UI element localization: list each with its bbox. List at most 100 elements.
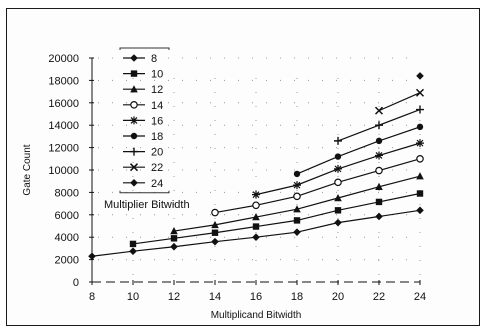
- legend-label: 22: [151, 162, 163, 174]
- data-point-marker: [252, 190, 260, 199]
- legend-bracket: [119, 190, 170, 194]
- data-point-marker: [252, 213, 260, 221]
- x-tick-label: 14: [209, 291, 221, 303]
- series-8: [88, 206, 424, 261]
- series-12: [170, 172, 424, 235]
- data-point-marker: [416, 155, 424, 163]
- legend-item-14: 14: [123, 100, 163, 112]
- legend-item-24: 24: [123, 178, 163, 190]
- data-point-marker: [252, 223, 260, 230]
- series-22: [374, 88, 425, 115]
- y-tick-label: 10000: [48, 165, 79, 177]
- legend-marker: [130, 147, 138, 156]
- legend-item-22: 22: [123, 162, 163, 174]
- legend-item-16: 16: [123, 115, 163, 127]
- series-line: [214, 158, 421, 214]
- legend-marker: [130, 85, 138, 93]
- x-tick-label: 24: [414, 291, 426, 303]
- data-point-marker: [416, 123, 424, 131]
- data-point-marker: [170, 242, 178, 251]
- data-point-marker: [170, 227, 178, 235]
- x-axis-title: Multiplicand Bitwidth: [211, 310, 302, 321]
- series-18: [293, 123, 424, 178]
- data-point-marker: [374, 106, 384, 115]
- legend-label: 10: [151, 69, 163, 81]
- data-point-marker: [415, 88, 425, 97]
- series-10: [129, 190, 424, 248]
- legend-marker: [130, 132, 138, 140]
- data-point-marker: [211, 229, 219, 236]
- data-point-marker: [375, 151, 383, 160]
- y-tick-label: 14000: [48, 120, 79, 132]
- legend-label: 14: [151, 100, 163, 112]
- legend: 8 10 12 14 16 18 20 22 24: [119, 47, 170, 194]
- data-point-marker: [252, 201, 260, 210]
- legend-marker: [130, 116, 138, 125]
- legend-item-8: 8: [123, 53, 157, 65]
- chart-frame: [6, 8, 480, 326]
- series-group: [88, 72, 425, 261]
- data-point-marker: [88, 252, 96, 261]
- series-20: [334, 105, 424, 145]
- x-tick-label: 10: [127, 291, 139, 303]
- legend-label: 8: [151, 53, 157, 65]
- data-point-marker: [293, 192, 301, 201]
- x-tick-label: 8: [89, 291, 95, 303]
- legend-label: 16: [151, 115, 163, 127]
- data-point-marker: [334, 207, 342, 214]
- legend-bracket: [119, 47, 170, 50]
- legend-item-20: 20: [123, 147, 163, 159]
- data-point-marker: [334, 136, 342, 145]
- data-point-marker: [211, 220, 219, 229]
- legend-item-18: 18: [123, 131, 163, 143]
- legend-label: 18: [151, 131, 163, 143]
- data-point-marker: [293, 217, 301, 224]
- legend-item-12: 12: [123, 84, 163, 96]
- series-16: [252, 139, 424, 199]
- data-point-marker: [334, 153, 342, 160]
- data-point-marker: [375, 212, 383, 221]
- legend-marker: [130, 54, 138, 62]
- legend-label: 24: [151, 178, 163, 190]
- y-tick-label: 6000: [55, 210, 79, 222]
- x-tick-label: 16: [250, 291, 262, 303]
- legend-marker: [129, 163, 139, 172]
- y-tick-label: 2000: [55, 255, 79, 267]
- data-point-marker: [416, 190, 424, 197]
- axes: 0 2000 4000 6000 8000 10000 12000 14000 16000 180…: [48, 53, 426, 303]
- data-point-marker: [334, 178, 342, 187]
- data-point-marker: [211, 208, 219, 217]
- legend-label: 20: [151, 147, 163, 159]
- series-14: [211, 155, 424, 217]
- data-point-marker: [416, 172, 424, 180]
- legend-marker: [130, 101, 138, 109]
- data-point-marker: [416, 139, 424, 148]
- legend-title: Multiplier Bitwidth: [104, 199, 190, 211]
- data-point-marker: [334, 218, 342, 227]
- y-tick-label: 4000: [55, 232, 79, 244]
- data-point-marker: [375, 182, 383, 190]
- data-point-marker: [416, 206, 424, 215]
- series-line: [296, 126, 421, 175]
- data-point-marker: [416, 72, 424, 80]
- legend-marker: [130, 179, 138, 187]
- y-tick-label: 16000: [48, 98, 79, 110]
- data-point-marker: [129, 240, 137, 248]
- data-point-marker: [375, 198, 383, 206]
- data-point-marker: [293, 181, 301, 190]
- data-point-marker: [293, 170, 301, 178]
- data-point-marker: [293, 228, 301, 236]
- x-tick-label: 20: [332, 291, 344, 303]
- series-24: [416, 72, 424, 80]
- data-point-marker: [416, 105, 424, 114]
- y-tick-label: 8000: [55, 187, 79, 199]
- x-tick-label: 22: [373, 291, 385, 303]
- data-point-marker: [375, 137, 383, 145]
- x-tick-label: 12: [168, 291, 180, 303]
- data-point-marker: [170, 235, 178, 242]
- data-point-marker: [252, 233, 260, 241]
- data-point-marker: [293, 205, 301, 213]
- grid: [98, 57, 421, 282]
- y-axis-title: Gate Count: [22, 144, 33, 195]
